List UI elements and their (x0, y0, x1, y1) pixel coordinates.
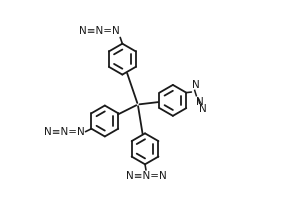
Text: N≡N=N: N≡N=N (44, 127, 85, 137)
Text: N≡N=N: N≡N=N (126, 171, 166, 181)
Text: N: N (199, 104, 207, 114)
Text: N≡N=N: N≡N=N (79, 26, 120, 36)
Text: N: N (192, 80, 200, 90)
Text: N: N (196, 97, 204, 107)
